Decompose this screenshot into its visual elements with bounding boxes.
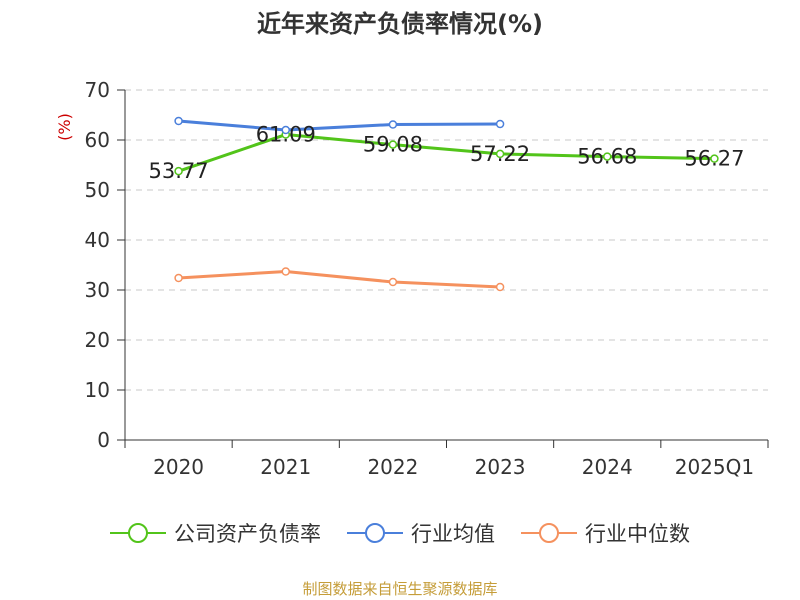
- legend-item-company-ratio[interactable]: 公司资产负债率: [110, 518, 321, 548]
- series-line-1: [178, 119, 501, 132]
- legend-swatch-orange-icon: [521, 523, 577, 543]
- series-point-0: [495, 149, 505, 159]
- series-point-0: [174, 166, 183, 176]
- source-footer: 制图数据来自恒生聚源数据库: [302, 580, 498, 598]
- chart-legend: 公司资产负债率 行业均值 行业中位数: [0, 518, 800, 548]
- data-label: 53.77: [149, 159, 209, 183]
- x-tick-label: 2024: [582, 455, 633, 479]
- series-point-2: [388, 277, 398, 287]
- data-label: 56.27: [684, 147, 744, 171]
- legend-item-industry-mean[interactable]: 行业均值: [347, 518, 495, 548]
- x-tick-label: 2020: [153, 455, 204, 479]
- legend-label: 行业中位数: [585, 522, 690, 546]
- y-tick-label: 60: [85, 128, 110, 152]
- y-tick-label: 50: [85, 178, 110, 202]
- series-point-1: [174, 116, 183, 126]
- legend-swatch-green-icon: [110, 523, 166, 543]
- series-line-0: [178, 133, 715, 173]
- x-tick-label: 2025Q1: [675, 455, 754, 479]
- series-point-1: [495, 119, 505, 129]
- y-axis-unit-label: (%): [55, 113, 74, 141]
- data-label: 57.22: [470, 142, 530, 166]
- x-tick-label: 2023: [475, 455, 526, 479]
- y-tick-label: 40: [85, 228, 110, 252]
- y-tick-label: 0: [97, 428, 110, 452]
- series-point-0: [388, 140, 398, 149]
- y-tick-label: 10: [85, 378, 110, 402]
- series-point-2: [174, 273, 183, 283]
- series-point-1: [281, 125, 290, 135]
- series-point-2: [495, 282, 505, 292]
- legend-label: 行业均值: [411, 522, 495, 546]
- y-tick-label: 20: [85, 328, 110, 352]
- x-tick-label: 2022: [367, 455, 418, 479]
- y-tick-label: 70: [85, 78, 110, 102]
- legend-label: 公司资产负债率: [174, 522, 321, 546]
- series-point-0: [710, 154, 719, 163]
- legend-swatch-blue-icon: [347, 523, 403, 543]
- y-tick-label: 30: [85, 278, 110, 302]
- series-point-0: [603, 152, 612, 161]
- series-point-1: [388, 120, 398, 129]
- data-label: 61.09: [256, 123, 316, 147]
- series-point-2: [281, 267, 290, 276]
- data-label: 59.08: [363, 133, 423, 157]
- chart-title: 近年来资产负债率情况(%): [257, 10, 543, 38]
- legend-item-industry-median[interactable]: 行业中位数: [521, 518, 690, 548]
- x-tick-label: 2021: [260, 455, 311, 479]
- series-line-2: [178, 270, 501, 289]
- data-label: 56.68: [577, 145, 637, 169]
